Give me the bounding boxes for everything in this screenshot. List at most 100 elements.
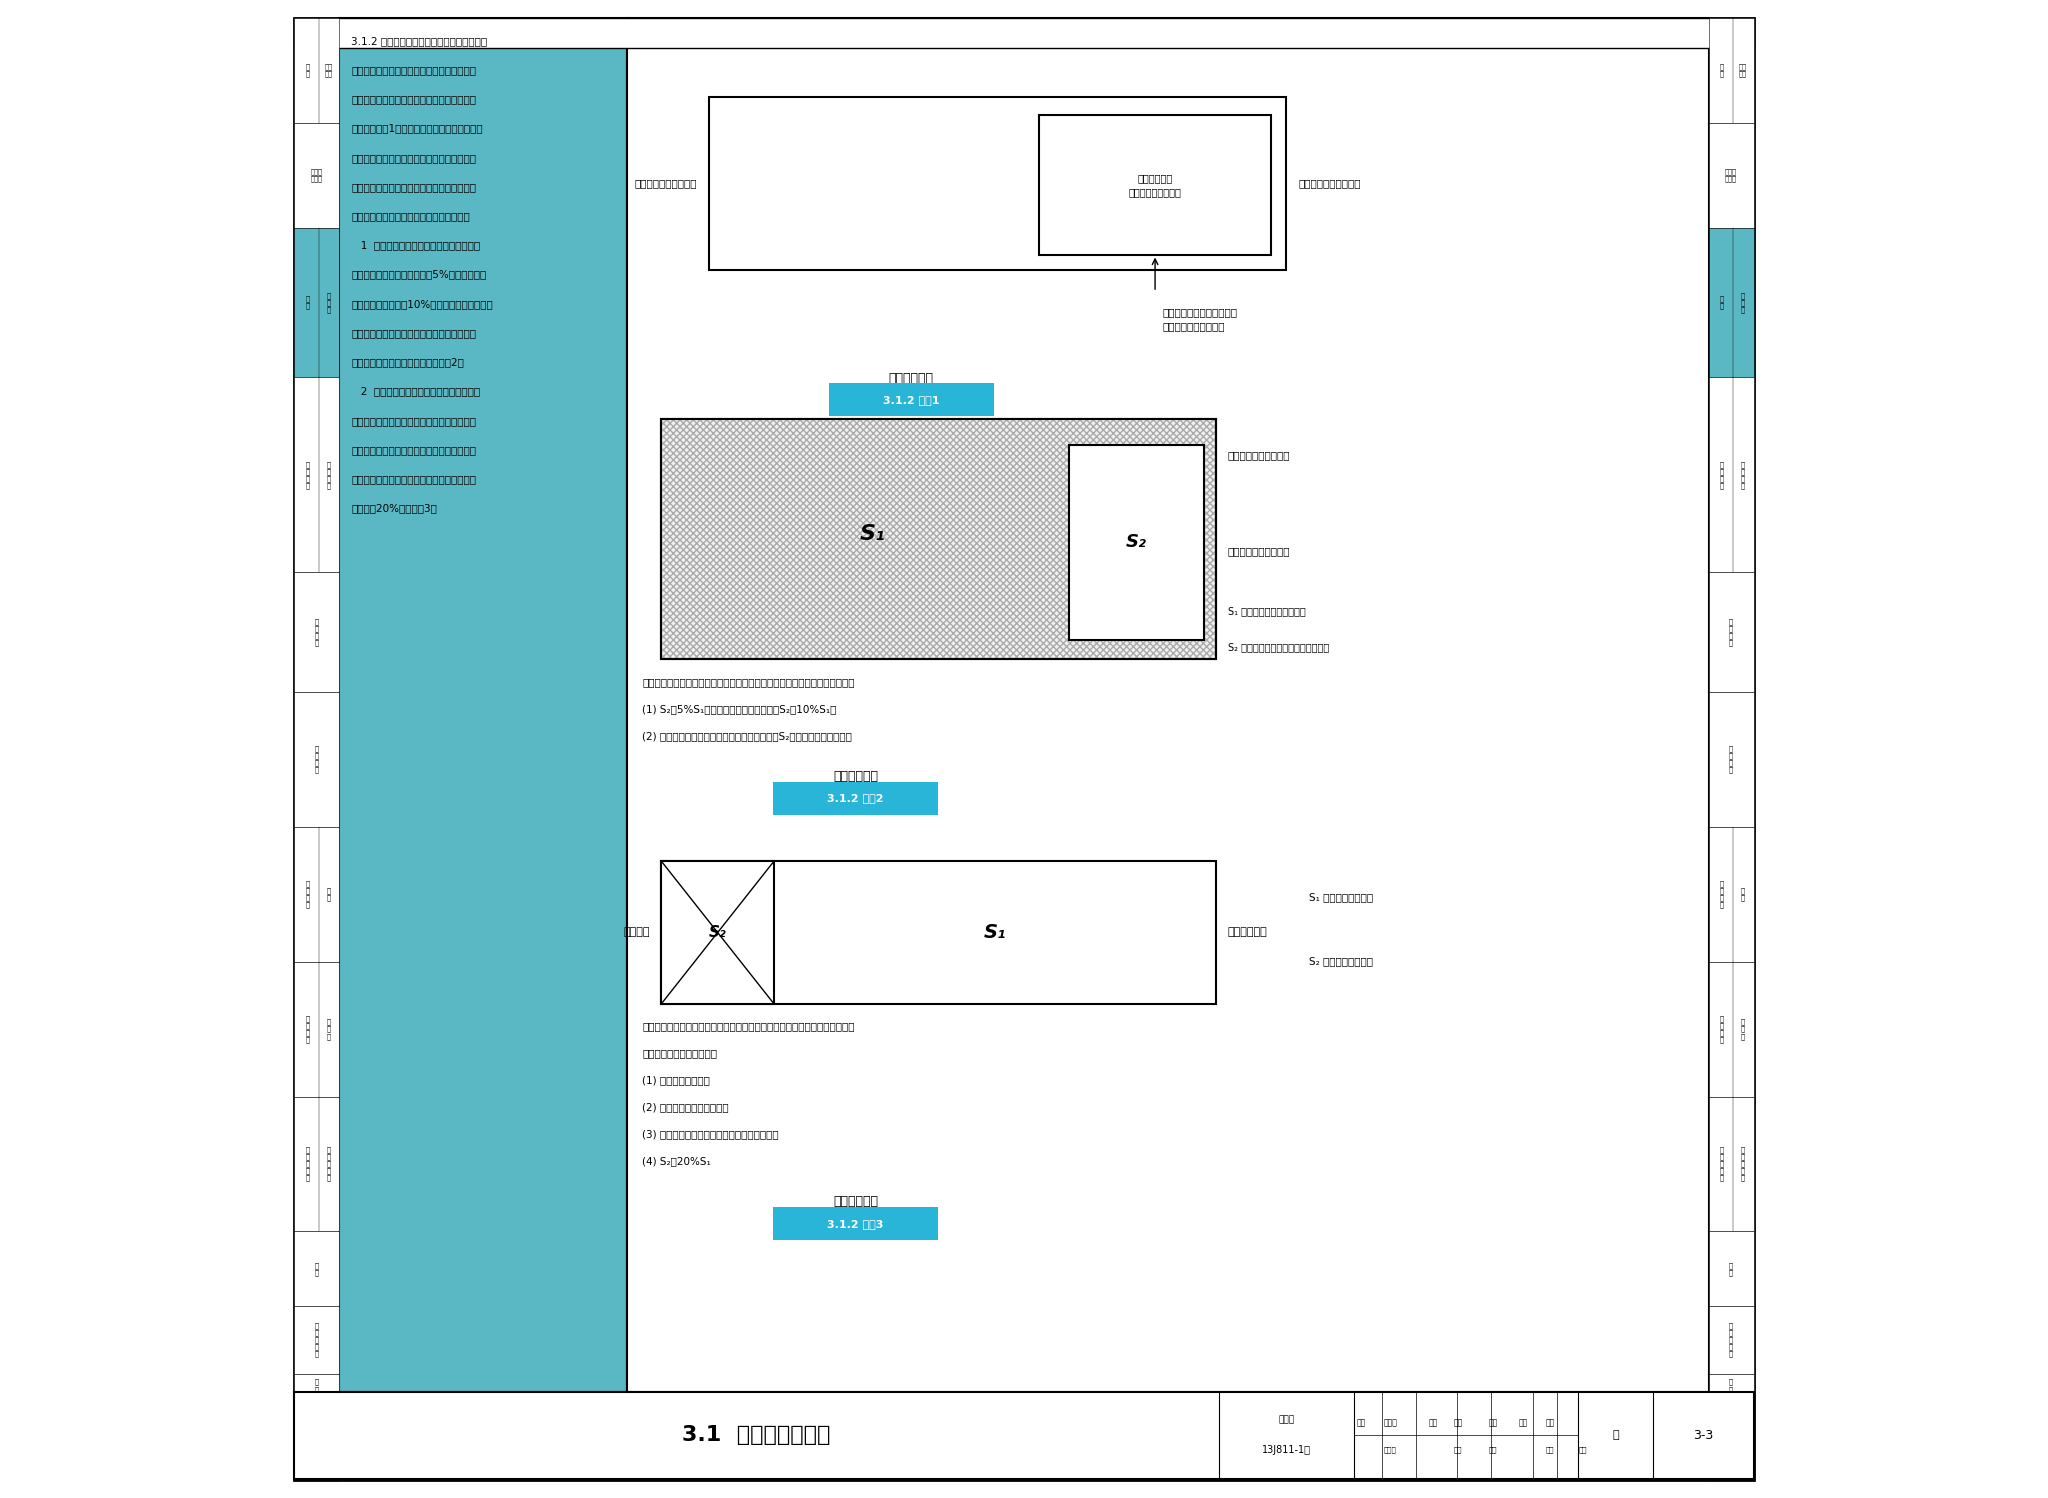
Bar [1708,1374,1753,1426]
Text: 火灾危险性较小的部分: 火灾危险性较小的部分 [1227,451,1290,460]
Text: 工段设置可燃气体探测报警系统或自动抑爆系: 工段设置可燃气体探测报警系统或自动抑爆系 [352,445,477,455]
Text: 灾
火
救
援: 灾 火 救 援 [1720,881,1724,908]
Text: 姜敏: 姜敏 [1579,1447,1587,1453]
Bar [340,18,627,1392]
Text: 部分采取了有效的防火措施；【图示2】: 部分采取了有效的防火措施；【图示2】 [352,358,465,367]
Text: 消
防
设
置: 消 防 设 置 [1720,1016,1724,1043]
Bar [1708,572,1753,692]
Text: 建
筑
构
造: 建 筑 构 造 [1729,746,1733,773]
Text: 建
筑
构
造: 建 筑 构 造 [315,746,319,773]
Text: 木
建
结
筑
构: 木 建 结 筑 构 [1729,1323,1733,1357]
Bar [1708,228,1753,377]
Text: 灾
火
救
援: 灾 火 救 援 [305,881,309,908]
Bar [1708,1097,1753,1231]
Bar [295,123,340,228]
Text: (2) 且发生火灾事故时不足以蔓延到其他部位或S₂采取了有效的防火措施: (2) 且发生火灾事故时不足以蔓延到其他部位或S₂采取了有效的防火措施 [641,731,852,742]
Bar [662,861,774,1004]
Bar [1708,377,1753,572]
Text: 1  火灾危险性较大的生产部分占本层或本: 1 火灾危险性较大的生产部分占本层或本 [352,241,481,250]
Text: 危险时，可按实际情况确定；当符合下述条件: 危险时，可按实际情况确定；当符合下述条件 [352,183,477,192]
Text: 编制
说明: 编制 说明 [324,63,332,78]
Text: 设
施: 设 施 [326,887,330,902]
Text: 火灾危险性较大的部分: 火灾危险性较大的部分 [1227,547,1290,556]
Text: 生产火灾危险性类别应按火灾危险性较大的部: 生产火灾危险性类别应按火灾危险性较大的部 [352,94,477,105]
Bar [1708,18,1753,1480]
Bar [295,1306,340,1374]
Bar [1708,1231,1753,1306]
Text: S₂ 为火灾危险性较大的生产部分面积: S₂ 为火灾危险性较大的生产部分面积 [1227,643,1329,652]
Text: S₁ 为防火分区的面积: S₁ 为防火分区的面积 [1309,891,1372,902]
Text: 应按火灾危险性较大的部分
确定其火灾危险性分类: 应按火灾危险性较大的部分 确定其火灾危险性分类 [1163,307,1237,331]
Text: 目
录: 目 录 [1720,63,1724,78]
Bar [295,962,340,1097]
Text: S₂: S₂ [709,924,727,941]
Text: 的
设
施: 的 设 施 [326,1019,330,1040]
Text: 3.1  火灾危险性分类: 3.1 火灾危险性分类 [682,1425,831,1446]
Bar [295,228,340,377]
Bar [1708,962,1753,1097]
Text: 足以蔓延至其他部位或火灾危险性较大的生产: 足以蔓延至其他部位或火灾危险性较大的生产 [352,328,477,339]
Text: 防火分区建筑面积的比例小于5%或丁、戊类厂: 防火分区建筑面积的比例小于5%或丁、戊类厂 [352,270,487,280]
Text: 平面示意图三: 平面示意图三 [834,1195,879,1209]
Text: 平面示意图二: 平面示意图二 [834,770,879,783]
Bar [295,1374,340,1426]
Text: (2) 封闭喷漆空间内保持负压: (2) 封闭喷漆空间内保持负压 [641,1103,729,1113]
Bar [662,419,1217,659]
Text: 高杰: 高杰 [1454,1447,1462,1453]
Text: 电
气: 电 气 [315,1261,319,1276]
Text: (1) S₂＜5%S₁（丁、戊类厂房的油漆工段S₂＜10%S₁）: (1) S₂＜5%S₁（丁、戊类厂房的油漆工段S₂＜10%S₁） [641,704,836,715]
Text: 平面示意图一: 平面示意图一 [889,372,934,385]
Text: 分确定【图示1】；当生产过程中使用或产生易: 分确定【图示1】；当生产过程中使用或产生易 [352,124,483,133]
Text: 高杰: 高杰 [1454,1419,1462,1428]
Text: 设计: 设计 [1518,1419,1528,1428]
Bar [1708,692,1753,827]
Text: 和
可
燃
液: 和 可 燃 液 [326,461,330,488]
Text: 3-3: 3-3 [1694,1429,1714,1441]
Bar [295,1231,340,1306]
Text: 设
施: 设 施 [1741,887,1745,902]
Text: 城
交
市
通
隧
道: 城 交 市 通 隧 道 [315,1378,319,1422]
Text: 不同火灾危险性生产时，厂房或防火分区内的: 不同火灾危险性生产时，厂房或防火分区内的 [352,64,477,75]
Text: (1) 采用封闭喷漆工艺: (1) 采用封闭喷漆工艺 [641,1076,711,1086]
Text: 甲
乙
丙
类: 甲 乙 丙 类 [305,461,309,488]
Text: 确定生产火灾危险性分类：: 确定生产火灾危险性分类： [641,1049,717,1059]
Bar [662,419,1217,659]
Text: 甲
乙
丙
类: 甲 乙 丙 类 [1720,461,1724,488]
Text: 闭喷漆工艺，封闭喷漆空间内保持负压、油漆: 闭喷漆工艺，封闭喷漆空间内保持负压、油漆 [352,416,477,425]
Text: 房内的油漆工段小于10%，且发生火灾事故时不: 房内的油漆工段小于10%，且发生火灾事故时不 [352,300,494,309]
Text: 燃、可燃物的量较少，不足以构成爆炸或火灾: 燃、可燃物的量较少，不足以构成爆炸或火灾 [352,153,477,163]
Text: 同一座厂房或
厂房的任一防火分区: 同一座厂房或 厂房的任一防火分区 [1128,172,1182,198]
Bar [295,1392,1753,1479]
Text: 总术符
则语号: 总术符 则语号 [1724,168,1737,183]
Text: 3.1.2 图示1: 3.1.2 图示1 [883,395,940,404]
Text: 吴颖: 吴颖 [1546,1419,1554,1428]
Text: 消
防
设
置: 消 防 设 置 [305,1016,309,1043]
Text: 和
可
燃
液: 和 可 燃 液 [1741,461,1745,488]
Text: 和
空
气
调
节: 和 空 气 调 节 [1741,1146,1745,1182]
Text: 3.1.2 图示2: 3.1.2 图示2 [827,794,885,803]
Text: 3.1.2 图示3: 3.1.2 图示3 [827,1219,883,1228]
Text: 火灾危险性较小的部分: 火灾危险性较小的部分 [635,178,698,189]
Text: 城
交
市
通
隧
道: 城 交 市 通 隧 道 [1729,1378,1733,1422]
Text: 丁、戊类厂房: 丁、戊类厂房 [1227,927,1268,938]
Text: 火灾危险性较大的部分: 火灾危险性较大的部分 [1298,178,1360,189]
Bar [1708,123,1753,228]
Bar [1708,1426,1753,1479]
Bar [1069,445,1204,640]
Text: 编制
说明: 编制 说明 [1739,63,1747,78]
Text: S₂ 为油漆工段的面积: S₂ 为油漆工段的面积 [1309,956,1372,966]
Text: 高岚: 高岚 [1489,1447,1497,1453]
Text: 页: 页 [1612,1431,1620,1440]
Text: 例不大于20%。【图示3】: 例不大于20%。【图示3】 [352,503,438,514]
Text: 统，且油漆工段占所在防火分区建筑面积的比: 统，且油漆工段占所在防火分区建筑面积的比 [352,473,477,484]
Bar [295,18,1753,48]
Text: S₁: S₁ [983,923,1006,942]
Bar [295,572,340,692]
Bar [295,18,340,1480]
Text: 供
暖
、
通
风: 供 暖 、 通 风 [305,1146,309,1182]
Text: 和
仓
库: 和 仓 库 [1741,292,1745,313]
Text: 电
气: 电 气 [1729,1261,1733,1276]
Text: 审核: 审核 [1356,1419,1366,1428]
Text: 当同时满足下列要求时，可按火灾危险性较小的部分确定其火灾危险性分类：: 当同时满足下列要求时，可按火灾危险性较小的部分确定其火灾危险性分类： [641,677,854,688]
Bar [295,377,340,572]
